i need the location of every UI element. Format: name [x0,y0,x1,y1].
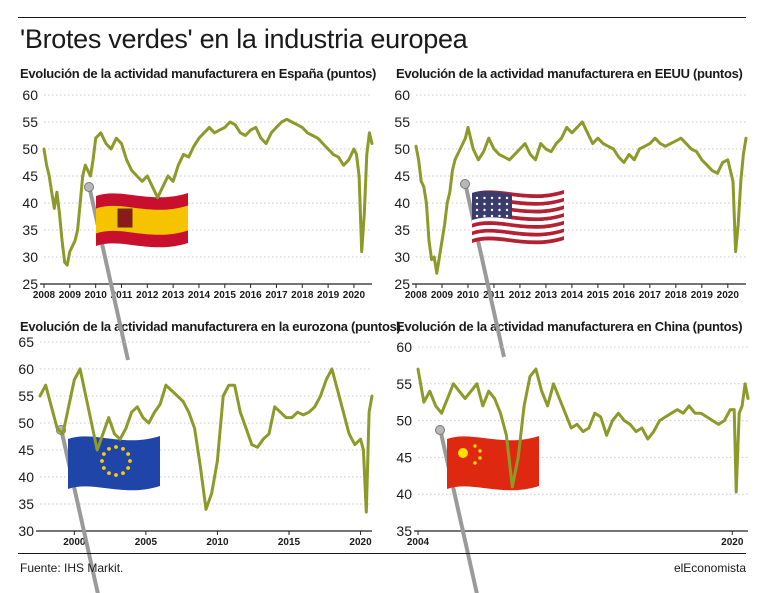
spain-ytick-label: 55 [22,114,38,130]
spain-ytick-label: 30 [22,249,38,265]
spain-chart-title: Evolución de la actividad manufacturera … [20,66,377,81]
usa-ytick-label: 50 [394,141,410,157]
china-ytick-label: 50 [396,413,412,429]
china-ytick-label: 35 [396,523,412,539]
spain-xtick-label: 2012 [136,290,159,301]
eurozone-ytick-label: 40 [18,469,34,485]
eurozone-ytick-label: 55 [18,388,34,404]
spain-ytick-label: 45 [22,168,38,184]
usa-ytick-label: 55 [394,114,410,130]
spain-xtick-label: 2017 [265,290,288,301]
china-chart-title: Evolución de la actividad manufacturera … [396,319,743,334]
spain-xtick-label: 2010 [85,290,108,301]
usa-ytick-label: 45 [394,168,410,184]
spain-xtick-label: 2015 [214,290,237,301]
china-ytick-label: 40 [396,486,412,502]
spain-ytick-label: 35 [22,222,38,238]
usa-chart-title: Evolución de la actividad manufacturera … [396,66,743,81]
source-note: Fuente: IHS Markit. [20,561,124,575]
usa-ytick-label: 30 [394,249,410,265]
china-ytick-label: 55 [396,376,412,392]
spain-xtick-label: 2018 [291,290,314,301]
spain-series-line [42,117,374,267]
usa-xtick-label: 2019 [691,290,714,301]
spain-ytick-label: 40 [22,195,38,211]
eurozone-ytick-label: 30 [18,523,34,539]
usa-xtick-label: 2011 [483,290,505,301]
usa-xtick-label: 2010 [457,290,480,301]
spain-flag-icon-finial [84,182,94,192]
eurozone-xtick-label: 2015 [278,537,301,548]
eurozone-chart-title: Evolución de la actividad manufacturera … [20,319,401,334]
eurozone-ytick-label: 50 [18,415,34,431]
usa-flag-icon-finial [460,179,470,189]
usa-xtick-label: 2012 [509,290,532,301]
eurozone-ytick-label: 45 [18,442,34,458]
spain-xtick-label: 2008 [33,290,56,301]
spain-xtick-label: 2020 [343,290,366,301]
eurozone-xtick-label: 2010 [206,537,229,548]
spain-xtick-label: 2014 [188,290,211,301]
usa-xtick-label: 2020 [717,290,740,301]
eurozone-xtick-label: 2000 [63,537,86,548]
usa-ytick-label: 60 [394,87,410,103]
spain-xtick-label: 2016 [239,290,262,301]
eurozone-series-line [38,367,374,514]
brand-label: elEconomista [673,561,746,575]
usa-chart: 25 30 35 40 45 50 55 60 2008 2009 2010 2011 2012 2013… [394,87,748,358]
usa-ytick-label: 40 [394,195,410,211]
bottom-rule [18,553,746,554]
china-ytick-label: 45 [396,449,412,465]
eurozone-ytick-label: 35 [18,496,34,512]
spain-ytick-label: 25 [22,276,38,292]
usa-ytick-label: 35 [394,222,410,238]
spain-xtick-label: 2019 [317,290,340,301]
spain-chart: 25 30 35 40 45 50 55 60 2008 2009 2010 2011 2012 2013… [22,87,374,361]
eurozone-xtick-label: 2020 [349,537,372,548]
usa-flag-icon [460,179,564,358]
spain-ytick-label: 50 [22,141,38,157]
usa-xtick-label: 2008 [405,290,428,301]
spain-xtick-label: 2013 [162,290,185,301]
china-chart: 35 40 45 50 55 60 2004 2020 [396,339,750,593]
spain-flag-icon [84,182,188,361]
eurozone-chart: 30 35 40 45 50 55 60 65 2000 2005 2010 2015 2020 [18,334,374,593]
page-title: 'Brotes verdes' en la industria europea [20,24,468,54]
spain-xtick-label: 2011 [111,290,133,301]
china-xtick-label: 2020 [721,537,744,548]
eurozone-xtick-label: 2005 [135,537,158,548]
usa-xtick-label: 2018 [665,290,688,301]
china-xtick-label: 2004 [407,537,430,548]
usa-xtick-label: 2015 [587,290,610,301]
china-flag-icon [435,425,539,593]
china-flag-icon-finial [435,425,445,435]
usa-xtick-label: 2009 [431,290,454,301]
spain-xtick-label: 2009 [59,290,82,301]
usa-xtick-label: 2017 [639,290,662,301]
usa-xtick-label: 2013 [535,290,558,301]
china-ytick-label: 60 [396,339,412,355]
usa-series-line [414,120,748,275]
usa-xtick-label: 2014 [561,290,584,301]
top-rule [18,17,746,18]
usa-ytick-label: 25 [394,276,410,292]
eurozone-ytick-label: 65 [18,334,34,350]
spain-ytick-label: 60 [22,87,38,103]
china-series-line [416,367,750,494]
usa-xtick-label: 2016 [613,290,636,301]
eurozone-ytick-label: 60 [18,361,34,377]
